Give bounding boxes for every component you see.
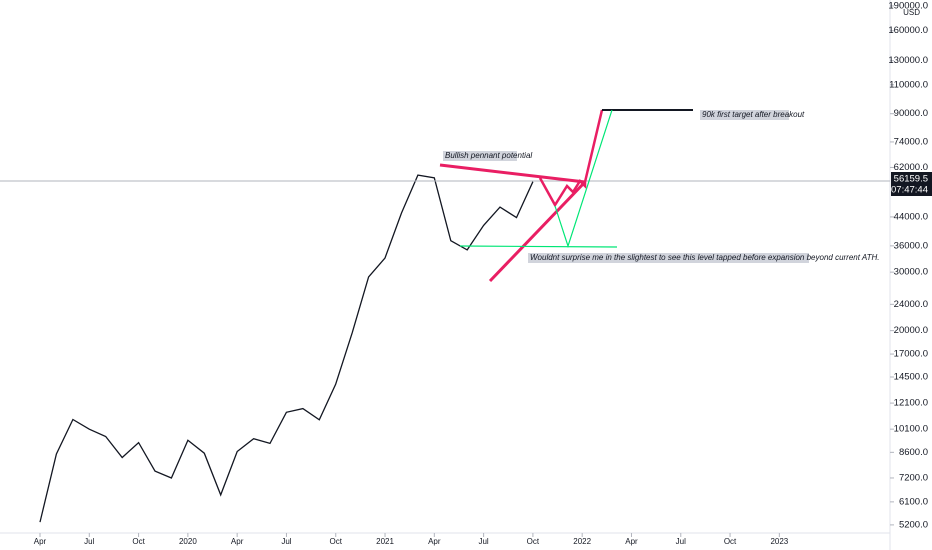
x-tick-label: Oct (330, 537, 343, 546)
alt-projection (554, 109, 613, 248)
x-tick-label: Jul (281, 537, 291, 546)
y-tick-label: 17000.0 (894, 349, 928, 360)
y-tick-label: 7200.0 (899, 472, 928, 483)
annotation: Wouldnt surprise me in the slightest to … (530, 253, 880, 262)
price-tag (891, 172, 932, 196)
y-tick-label: 20000.0 (894, 325, 928, 336)
y-tick-label: 190000.0 (888, 0, 928, 11)
x-tick-label: 2023 (770, 537, 788, 546)
x-tick-label: Apr (34, 537, 47, 546)
x-tick-label: Apr (231, 537, 244, 546)
annotation: 90k first target after breakout (702, 110, 805, 119)
y-tick-label: 10100.0 (894, 424, 928, 435)
y-tick-label: 8600.0 (899, 447, 928, 458)
y-tick-label: 24000.0 (894, 299, 928, 310)
pennant-bottom (488, 180, 587, 283)
x-tick-label: Oct (527, 537, 540, 546)
y-tick-label: 6100.0 (899, 496, 928, 507)
y-tick-label: 44000.0 (894, 211, 928, 222)
y-tick-label: 110000.0 (889, 79, 928, 90)
y-tick-label: 74000.0 (894, 136, 928, 147)
annotation: Bullish pennant potential (445, 151, 532, 160)
x-tick-label: Apr (625, 537, 638, 546)
x-tick-label: Oct (132, 537, 145, 546)
drawings: Bullish pennant potential 90k first targ… (0, 109, 890, 283)
price-line (39, 174, 534, 523)
current-price: 56159.5 (894, 174, 928, 185)
x-tick-label: Apr (428, 537, 441, 546)
x-tick-label: Jul (84, 537, 94, 546)
y-tick-label: 90000.0 (894, 108, 928, 119)
y-tick-label: 12100.0 (894, 398, 928, 409)
projection (538, 109, 604, 208)
pennant-top (439, 163, 586, 184)
y-tick-label: 62000.0 (894, 162, 928, 173)
note-bg (700, 110, 789, 120)
x-tick-label: Jul (478, 537, 488, 546)
support-line (459, 245, 618, 248)
y-tick-label: 130000.0 (888, 55, 928, 66)
x-tick-label: Oct (724, 537, 737, 546)
note-bg (443, 151, 517, 161)
y-tick-label: 30000.0 (894, 267, 928, 278)
y-tick-label: 36000.0 (894, 240, 928, 251)
x-tick-label: 2020 (179, 537, 197, 546)
currency: USD (903, 8, 920, 17)
note-bg (528, 253, 809, 263)
x-tick-label: 2022 (573, 537, 591, 546)
y-tick-label: 5200.0 (899, 519, 928, 530)
y-tick-label: 160000.0 (888, 25, 928, 36)
x-tick-label: Jul (676, 537, 686, 546)
y-tick-label: 14500.0 (894, 372, 928, 383)
x-tick-label: 2021 (376, 537, 394, 546)
countdown: 07:47:44 (891, 185, 928, 196)
